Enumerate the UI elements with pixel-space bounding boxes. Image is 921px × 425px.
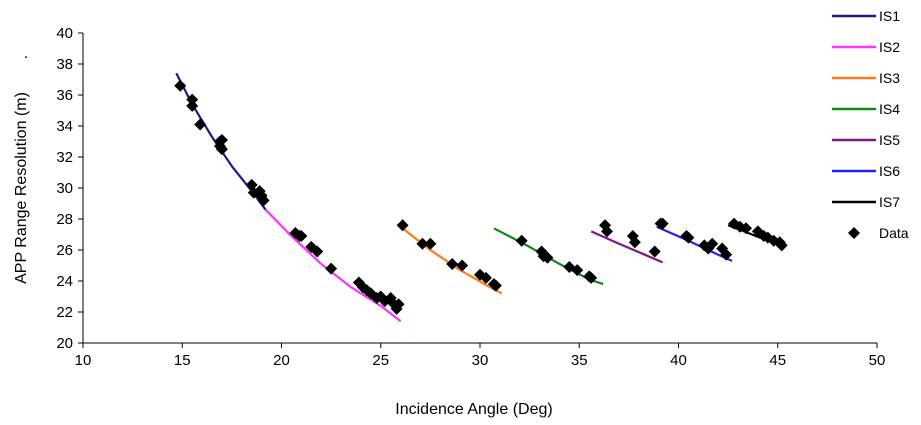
data-point — [416, 237, 429, 250]
y-axis-title: APP Range Resolution (m) — [13, 92, 30, 284]
x-axis-title: Incidence Angle (Deg) — [395, 401, 552, 418]
legend-label-is3: IS3 — [879, 70, 900, 86]
y-axis-title-suffix: . — [24, 45, 28, 62]
data-point — [571, 264, 584, 277]
y-tick-label: 40 — [56, 25, 73, 42]
y-tick-label: 22 — [56, 304, 73, 321]
x-tick-label: 40 — [670, 352, 687, 369]
legend-label-is1: IS1 — [879, 8, 900, 24]
data-point — [682, 231, 695, 244]
data-point — [456, 259, 469, 272]
data-point — [541, 251, 554, 264]
data-point — [720, 248, 733, 261]
series-layer — [175, 72, 782, 323]
data-point — [628, 236, 641, 249]
data-point — [706, 237, 719, 250]
data-point — [295, 230, 308, 243]
series-line-is5 — [590, 230, 664, 264]
data-point — [194, 118, 207, 131]
legend-label-data: Data — [879, 225, 909, 241]
series-line-is2 — [264, 208, 402, 323]
x-tick-label: 30 — [472, 352, 489, 369]
data-point — [186, 93, 199, 106]
data-point — [257, 194, 270, 207]
data-point — [601, 225, 614, 238]
y-tick-label: 26 — [56, 242, 73, 259]
y-tick-label: 38 — [56, 56, 73, 73]
data-point — [739, 222, 752, 235]
data-point — [489, 279, 502, 292]
x-tick-label: 20 — [273, 352, 290, 369]
data-point — [585, 271, 598, 284]
y-tick-label: 30 — [56, 180, 73, 197]
data-point — [392, 298, 405, 311]
legend-label-is7: IS7 — [879, 194, 900, 210]
data-point — [396, 219, 409, 232]
data-point — [174, 79, 187, 92]
legend-label-is2: IS2 — [879, 39, 900, 55]
y-tick-label: 24 — [56, 273, 73, 290]
legend: IS1 IS2 IS3 IS4 IS5 IS6 IS7 Data — [832, 8, 909, 241]
data-point — [325, 262, 338, 275]
data-point — [479, 271, 492, 284]
legend-label-is6: IS6 — [879, 163, 900, 179]
legend-swatch-data — [848, 227, 860, 239]
legend-label-is4: IS4 — [879, 101, 900, 117]
legend-label-is5: IS5 — [879, 132, 900, 148]
data-point — [446, 257, 459, 270]
data-point — [311, 245, 324, 258]
x-tick-label: 45 — [769, 352, 786, 369]
y-tick-label: 28 — [56, 211, 73, 228]
y-tick-label: 36 — [56, 87, 73, 104]
data-point — [424, 237, 437, 250]
x-tick-label: 10 — [75, 352, 92, 369]
data-point — [775, 239, 788, 252]
x-tick-label: 15 — [174, 352, 191, 369]
data-point — [215, 133, 228, 146]
axes: 10 15 20 25 30 35 40 45 50 20 22 24 26 28 30 32 34 36 38 40 — [56, 25, 885, 369]
x-tick-label: 35 — [571, 352, 588, 369]
x-tick-label: 50 — [869, 352, 886, 369]
y-tick-label: 34 — [56, 118, 73, 135]
y-tick-label: 20 — [56, 335, 73, 352]
data-point — [186, 99, 199, 112]
data-point — [648, 245, 661, 258]
y-tick-label: 32 — [56, 149, 73, 166]
marker-layer — [174, 79, 788, 315]
data-point — [515, 234, 528, 247]
data-point — [656, 217, 669, 230]
data-point — [215, 143, 228, 156]
x-tick-label: 25 — [372, 352, 389, 369]
